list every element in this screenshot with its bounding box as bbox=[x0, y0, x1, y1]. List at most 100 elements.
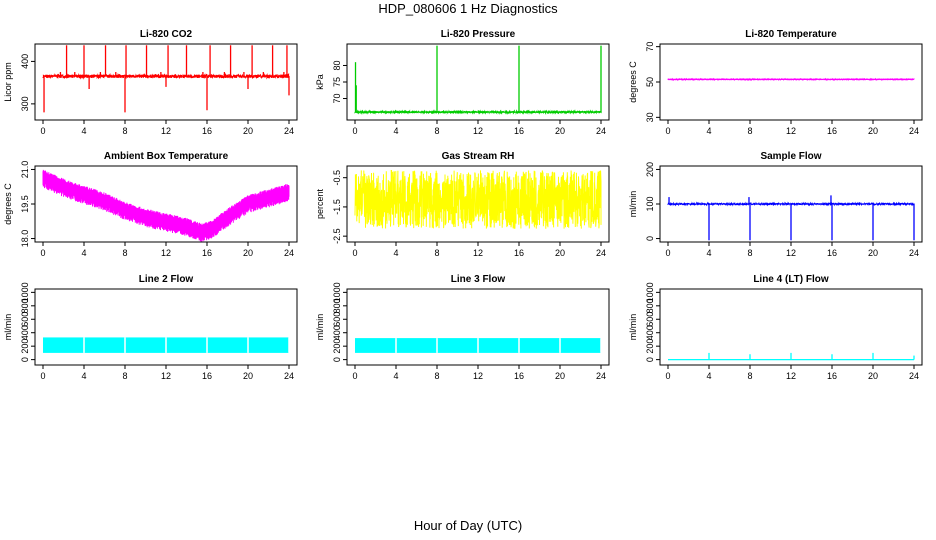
series-line bbox=[667, 195, 915, 241]
x-tick-label: 8 bbox=[434, 248, 439, 258]
x-tick-label: 4 bbox=[81, 371, 86, 381]
y-tick-label: 400 bbox=[20, 54, 30, 69]
x-tick-label: 24 bbox=[909, 126, 919, 136]
x-tick-label: 24 bbox=[596, 126, 606, 136]
x-tick-label: 20 bbox=[243, 126, 253, 136]
series-line bbox=[354, 45, 602, 115]
y-axis-label: ml/min bbox=[315, 314, 325, 341]
y-tick-label: 30 bbox=[645, 112, 655, 122]
x-tick-label: 12 bbox=[161, 248, 171, 258]
x-tick-label: 20 bbox=[555, 126, 565, 136]
y-tick-label: 18.0 bbox=[20, 230, 30, 248]
y-tick-label: 800 bbox=[20, 298, 30, 313]
series-line bbox=[42, 45, 290, 113]
x-tick-label: 8 bbox=[747, 248, 752, 258]
panel-8: Line 4 (LT) Flow 0 4 8 12 16 20 24 0 200400600800… bbox=[628, 274, 923, 381]
panel-0: Li-820 CO2 0 4 8 12 16 20 24 300 400 Licor ppm bbox=[3, 29, 298, 136]
x-tick-label: 16 bbox=[514, 248, 524, 258]
y-axis-label: kPa bbox=[315, 74, 325, 90]
x-tick-label: 16 bbox=[202, 248, 212, 258]
x-tick-label: 0 bbox=[40, 371, 45, 381]
y-tick-label: 200 bbox=[645, 162, 655, 177]
panel-title: Gas Stream RH bbox=[442, 151, 515, 162]
series-line bbox=[354, 109, 602, 115]
y-tick-label: 400 bbox=[645, 325, 655, 340]
y-tick-label: 200 bbox=[645, 339, 655, 354]
x-tick-label: 8 bbox=[434, 371, 439, 381]
panel-title: Li-820 Temperature bbox=[745, 29, 837, 40]
x-tick-label: 16 bbox=[827, 248, 837, 258]
plot-frame bbox=[659, 43, 923, 121]
panel-title: Sample Flow bbox=[760, 151, 821, 162]
x-tick-label: 4 bbox=[393, 248, 398, 258]
x-tick-label: 20 bbox=[243, 371, 253, 381]
plot-frame bbox=[346, 43, 610, 121]
y-tick-label: 0 bbox=[20, 357, 30, 362]
x-tick-label: 20 bbox=[555, 248, 565, 258]
y-tick-label: 600 bbox=[20, 312, 30, 327]
x-tick-label: 8 bbox=[122, 126, 127, 136]
x-tick-label: 4 bbox=[706, 371, 711, 381]
series-line bbox=[42, 72, 290, 80]
y-tick-label: 300 bbox=[20, 96, 30, 111]
x-tick-label: 16 bbox=[514, 371, 524, 381]
x-tick-label: 4 bbox=[706, 248, 711, 258]
x-tick-label: 24 bbox=[284, 371, 294, 381]
plot-frame bbox=[34, 288, 298, 366]
y-tick-label: 19.5 bbox=[20, 195, 30, 213]
x-tick-label: 8 bbox=[122, 371, 127, 381]
x-tick-label: 16 bbox=[202, 371, 212, 381]
panel-3: Ambient Box Temperature 0 4 8 12 16 20 24 18.0 19… bbox=[3, 151, 298, 258]
x-tick-label: 8 bbox=[747, 371, 752, 381]
y-tick-label: 600 bbox=[332, 312, 342, 327]
y-tick-label: -1.5 bbox=[332, 199, 342, 215]
x-tick-label: 8 bbox=[434, 126, 439, 136]
y-axis-label: ml/min bbox=[3, 314, 13, 341]
y-tick-label: -0.5 bbox=[332, 170, 342, 186]
series-line bbox=[42, 169, 290, 242]
y-axis-label: ml/min bbox=[628, 191, 638, 218]
x-tick-label: 20 bbox=[868, 371, 878, 381]
y-axis-label: degrees C bbox=[3, 183, 13, 225]
figure-title: HDP_080606 1 Hz Diagnostics bbox=[378, 1, 558, 16]
panel-title: Li-820 CO2 bbox=[140, 29, 193, 40]
panel-title: Line 4 (LT) Flow bbox=[753, 274, 829, 285]
y-tick-label: 70 bbox=[645, 42, 655, 52]
x-tick-label: 0 bbox=[352, 126, 357, 136]
panel-title: Line 3 Flow bbox=[451, 274, 506, 285]
y-tick-label: 600 bbox=[645, 312, 655, 327]
x-tick-label: 24 bbox=[284, 126, 294, 136]
y-tick-label: 800 bbox=[332, 298, 342, 313]
series-line bbox=[354, 170, 602, 229]
x-tick-label: 4 bbox=[81, 248, 86, 258]
x-tick-label: 24 bbox=[596, 248, 606, 258]
y-tick-label: 75 bbox=[332, 77, 342, 87]
y-tick-label: 400 bbox=[332, 325, 342, 340]
x-tick-label: 12 bbox=[786, 126, 796, 136]
x-tick-label: 0 bbox=[665, 248, 670, 258]
y-tick-label: 80 bbox=[332, 60, 342, 70]
x-tick-label: 24 bbox=[909, 371, 919, 381]
series-line bbox=[668, 352, 915, 361]
y-axis-label: Licor ppm bbox=[3, 62, 13, 102]
panel-title: Line 2 Flow bbox=[139, 274, 194, 285]
x-tick-label: 20 bbox=[868, 126, 878, 136]
x-tick-label: 20 bbox=[868, 248, 878, 258]
x-tick-label: 20 bbox=[243, 248, 253, 258]
y-tick-label: 200 bbox=[332, 339, 342, 354]
x-tick-label: 12 bbox=[161, 126, 171, 136]
panel-5: Sample Flow 0 4 8 12 16 20 24 0 100 200 ml/min bbox=[628, 151, 923, 258]
x-tick-label: 12 bbox=[786, 248, 796, 258]
x-tick-label: 0 bbox=[40, 126, 45, 136]
y-tick-label: 0 bbox=[332, 357, 342, 362]
x-tick-label: 12 bbox=[473, 248, 483, 258]
series-line bbox=[354, 170, 602, 229]
y-tick-label: 21.0 bbox=[20, 161, 30, 179]
series-line bbox=[355, 338, 602, 353]
y-tick-label: 100 bbox=[645, 196, 655, 211]
x-tick-label: 4 bbox=[393, 126, 398, 136]
x-tick-label: 12 bbox=[473, 126, 483, 136]
